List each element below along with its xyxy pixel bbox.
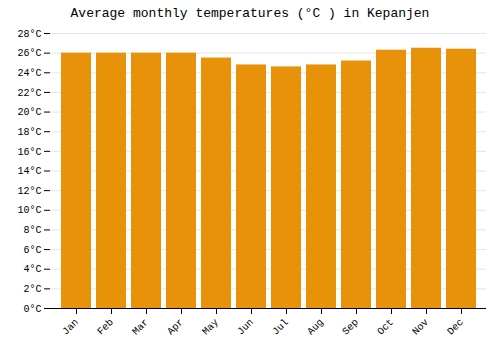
- svg-text:6°C: 6°C: [23, 245, 41, 256]
- svg-text:12°C: 12°C: [17, 186, 41, 197]
- svg-text:Nov: Nov: [410, 317, 431, 338]
- svg-text:24°C: 24°C: [17, 68, 41, 79]
- svg-text:0°C: 0°C: [23, 304, 41, 315]
- svg-text:20°C: 20°C: [17, 107, 41, 118]
- svg-text:14°C: 14°C: [17, 166, 41, 177]
- svg-text:4°C: 4°C: [23, 264, 41, 275]
- svg-text:28°C: 28°C: [17, 29, 41, 40]
- svg-text:Dec: Dec: [445, 317, 466, 338]
- svg-text:18°C: 18°C: [17, 127, 41, 138]
- svg-text:Mar: Mar: [130, 317, 151, 338]
- svg-text:Jul: Jul: [270, 317, 291, 338]
- svg-text:Jan: Jan: [60, 317, 81, 338]
- svg-text:2°C: 2°C: [23, 284, 41, 295]
- svg-text:Oct: Oct: [375, 317, 396, 338]
- svg-text:16°C: 16°C: [17, 147, 41, 158]
- svg-text:Feb: Feb: [95, 317, 116, 338]
- svg-text:10°C: 10°C: [17, 205, 41, 216]
- svg-text:Aug: Aug: [305, 317, 326, 338]
- html-text:Average monthly temperatures (: Average monthly temperatures (°C ) in Ke…: [70, 6, 430, 21]
- svg-text:Jun: Jun: [235, 317, 256, 338]
- svg-text:26°C: 26°C: [17, 48, 41, 59]
- svg-text:Sep: Sep: [340, 317, 361, 338]
- svg-text:22°C: 22°C: [17, 88, 41, 99]
- svg-text:May: May: [200, 317, 221, 338]
- svg-text:8°C: 8°C: [23, 225, 41, 236]
- svg-text:Apr: Apr: [165, 317, 186, 338]
